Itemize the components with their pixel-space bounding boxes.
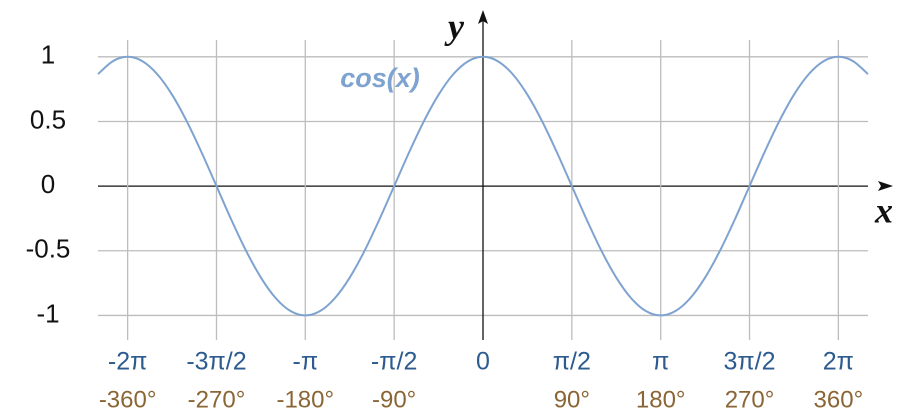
x-degree-label: 90° — [554, 386, 590, 413]
x-degree-label: -180° — [276, 386, 334, 413]
x-degree-label: 180° — [636, 386, 686, 413]
x-degree-label: 360° — [814, 386, 864, 413]
x-degree-label: -270° — [188, 386, 246, 413]
x-degree-label: -360° — [99, 386, 157, 413]
y-tick-label: 1 — [41, 40, 55, 70]
x-tick-label: π/2 — [553, 348, 591, 376]
x-tick-label: 2π — [823, 348, 854, 376]
y-tick-label: -0.5 — [26, 234, 71, 264]
x-tick-label: -π — [293, 348, 319, 376]
x-tick-label: 0 — [476, 348, 490, 376]
series-label: cos(x) — [340, 63, 420, 93]
x-degree-label: -90° — [372, 386, 416, 413]
x-tick-label: -3π/2 — [186, 348, 246, 376]
x-tick-label: -2π — [108, 348, 147, 376]
x-axis-label: x — [874, 190, 893, 230]
x-tick-label: -π/2 — [371, 348, 417, 376]
x-axis-arrow — [878, 181, 893, 191]
curve — [97, 55, 869, 317]
y-axis-arrow — [478, 10, 488, 24]
y-axis-label: y — [444, 6, 465, 46]
x-degree-label: 270° — [725, 386, 775, 413]
x-tick-label: π — [652, 348, 669, 376]
y-tick-label: 0.5 — [30, 104, 66, 134]
y-tick-label: 0 — [41, 169, 55, 199]
x-tick-label: 3π/2 — [724, 348, 776, 376]
y-tick-label: -1 — [36, 298, 59, 328]
